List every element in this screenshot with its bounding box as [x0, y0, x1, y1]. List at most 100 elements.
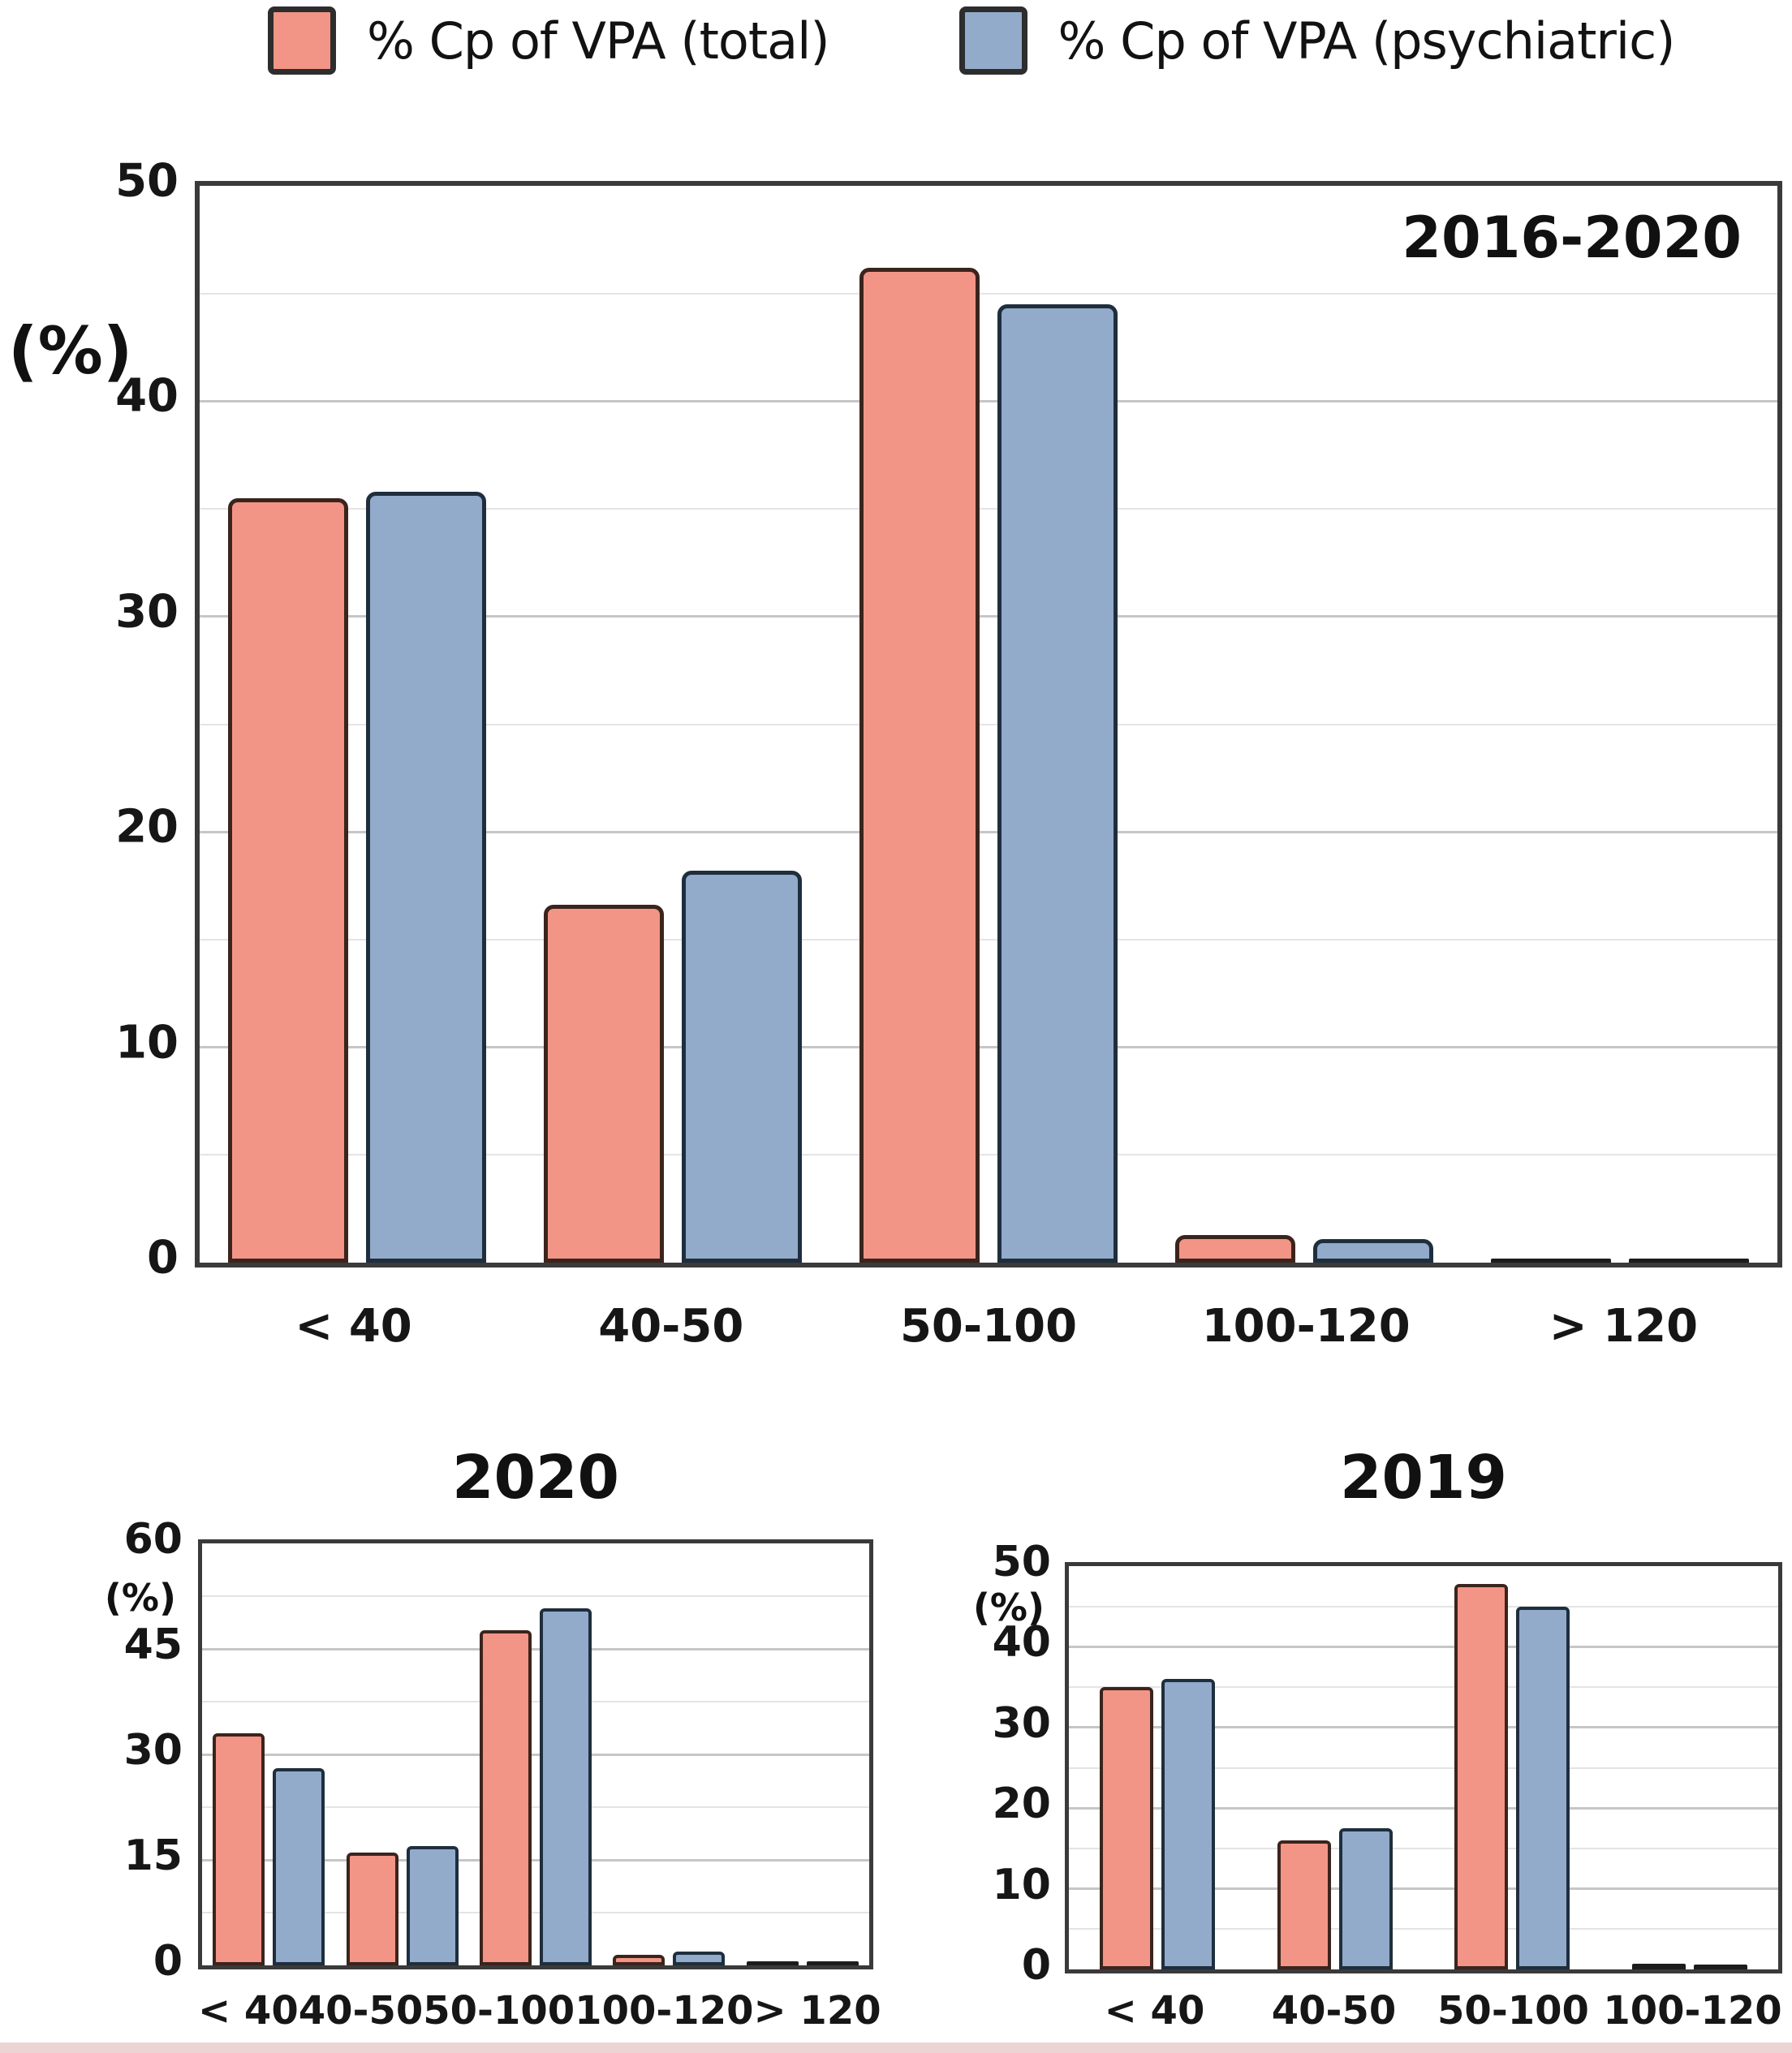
x-tick-label: 100-120: [1603, 1988, 1782, 2034]
gridline-major: [202, 1753, 869, 1756]
gridline-minor: [1069, 1928, 1778, 1930]
x-tick-label: 100-120: [1201, 1300, 1411, 1353]
bar-psychiatric-100-120: [673, 1951, 726, 1965]
gridline-major: [1069, 1806, 1778, 1810]
bar-psychiatric-40-50: [682, 870, 803, 1263]
y-tick-label: 0: [147, 1231, 179, 1285]
y-tick-label: 60: [123, 1515, 183, 1564]
bar-total-40-50: [346, 1853, 398, 1965]
bar-psychiatric-<40: [1161, 1679, 1216, 1969]
gridline-minor: [1069, 1847, 1778, 1849]
bar-psychiatric-100-120: [1312, 1238, 1433, 1263]
bar-psychiatric-40-50: [1338, 1828, 1393, 1969]
gridline-minor: [200, 508, 1777, 510]
gridline-major: [200, 615, 1777, 618]
gridline-major: [200, 1046, 1777, 1049]
x-tick-label: 40-50: [1271, 1988, 1397, 2034]
y-tick-label: 15: [123, 1831, 183, 1880]
y-axis-ticks: (%) 0 15 30 45 60: [69, 1515, 183, 1986]
y-tick-label: 10: [115, 1016, 179, 1070]
y-tick-label: 40: [115, 369, 179, 423]
chart-title-2019: 2019: [1340, 1443, 1507, 1513]
y-tick-label: 50: [115, 154, 179, 208]
plot-area-2019: [1065, 1562, 1782, 1973]
bar-total-<40: [213, 1733, 265, 1965]
gridline-major: [202, 1858, 869, 1861]
bar-total-50-100: [1454, 1583, 1509, 1969]
bar-psychiatric->120: [806, 1961, 859, 1965]
x-axis-labels: < 40 40-50 50-100 100-120: [1065, 1988, 1782, 2034]
bar-total-50-100: [480, 1629, 532, 1965]
x-tick-label: > 120: [1549, 1300, 1699, 1353]
bar-psychiatric-50-100: [540, 1608, 592, 1965]
bar-total-40-50: [544, 905, 665, 1263]
bar-total-100-120: [1631, 1964, 1686, 1969]
bar-psychiatric-50-100: [1516, 1606, 1570, 1969]
bar-total->120: [746, 1961, 799, 1965]
gridline-minor: [202, 1595, 869, 1597]
y-tick-label: 30: [992, 1698, 1051, 1748]
y-tick-label: 40: [992, 1618, 1051, 1668]
bar-total-<40: [228, 497, 349, 1263]
bar-psychiatric-50-100: [997, 303, 1118, 1263]
y-tick-label: 0: [153, 1937, 183, 1986]
x-tick-label: < 40: [198, 1988, 299, 2034]
y-tick-label: 10: [992, 1860, 1051, 1909]
bar-total-40-50: [1277, 1840, 1331, 1969]
gridline-major: [1069, 1887, 1778, 1891]
x-tick-label: < 40: [1104, 1988, 1205, 2034]
y-axis-unit-label: (%): [8, 313, 133, 389]
chart-legend: % Cp of VPA (total) % Cp of VPA (psychia…: [268, 6, 1676, 75]
y-tick-label: 45: [123, 1620, 183, 1669]
bar-total-50-100: [859, 267, 980, 1263]
x-tick-label: 50-100: [423, 1988, 575, 2034]
gridline-major: [200, 399, 1777, 402]
gridline-minor: [1069, 1767, 1778, 1769]
gridline-minor: [1069, 1686, 1778, 1689]
chart-title-2016-2020: 2016-2020: [1402, 204, 1742, 271]
legend-label-psychiatric: % Cp of VPA (psychiatric): [1058, 11, 1676, 71]
plot-area-2020: [198, 1539, 873, 1969]
gridline-minor: [202, 1806, 869, 1808]
x-tick-label: 50-100: [1437, 1988, 1589, 2034]
plot-area-2016-2020: [195, 181, 1782, 1268]
gridline-major: [202, 1647, 869, 1651]
gridline-major: [1069, 1645, 1778, 1648]
gridline-minor: [1069, 1605, 1778, 1608]
x-tick-label: < 40: [295, 1300, 412, 1353]
gridline-minor: [200, 292, 1777, 295]
bar-psychiatric-100-120: [1693, 1965, 1747, 1969]
bar-psychiatric->120: [1628, 1258, 1749, 1263]
bar-psychiatric-40-50: [406, 1845, 459, 1965]
gridline-minor: [202, 1912, 869, 1913]
y-axis-ticks: 0 10 20 30 40 50: [41, 155, 179, 1285]
legend-label-total: % Cp of VPA (total): [367, 11, 830, 71]
legend-item-psychiatric: % Cp of VPA (psychiatric): [958, 6, 1676, 75]
x-axis-labels: < 40 40-50 50-100 100-120 > 120: [198, 1988, 881, 2034]
bottom-strip: [0, 2042, 1792, 2053]
gridline-major: [1069, 1726, 1778, 1729]
y-tick-label: 30: [123, 1726, 183, 1775]
x-tick-label: 40-50: [298, 1988, 424, 2034]
legend-swatch-psychiatric: [958, 6, 1027, 75]
legend-item-total: % Cp of VPA (total): [268, 6, 830, 75]
y-axis-unit-label: (%): [104, 1576, 176, 1620]
bar-total-100-120: [1174, 1234, 1295, 1263]
y-tick-label: 30: [115, 585, 179, 639]
gridline-minor: [200, 723, 1777, 725]
y-tick-label: 20: [992, 1780, 1051, 1829]
x-tick-label: 40-50: [598, 1300, 744, 1353]
y-tick-label: 20: [115, 800, 179, 854]
x-tick-label: 50-100: [899, 1300, 1078, 1353]
gridline-minor: [200, 938, 1777, 940]
gridline-minor: [200, 1154, 1777, 1156]
y-axis-ticks: (%) 0 10 20 30 40 50: [937, 1538, 1051, 1990]
y-tick-label: 50: [992, 1538, 1051, 1586]
y-tick-label: 0: [1021, 1941, 1051, 1990]
bar-total->120: [1490, 1258, 1611, 1263]
x-axis-labels: < 40 40-50 50-100 100-120 > 120: [195, 1300, 1782, 1353]
legend-swatch-total: [268, 6, 336, 75]
y-axis-unit-label: (%): [972, 1586, 1045, 1629]
bar-total-100-120: [613, 1955, 666, 1965]
